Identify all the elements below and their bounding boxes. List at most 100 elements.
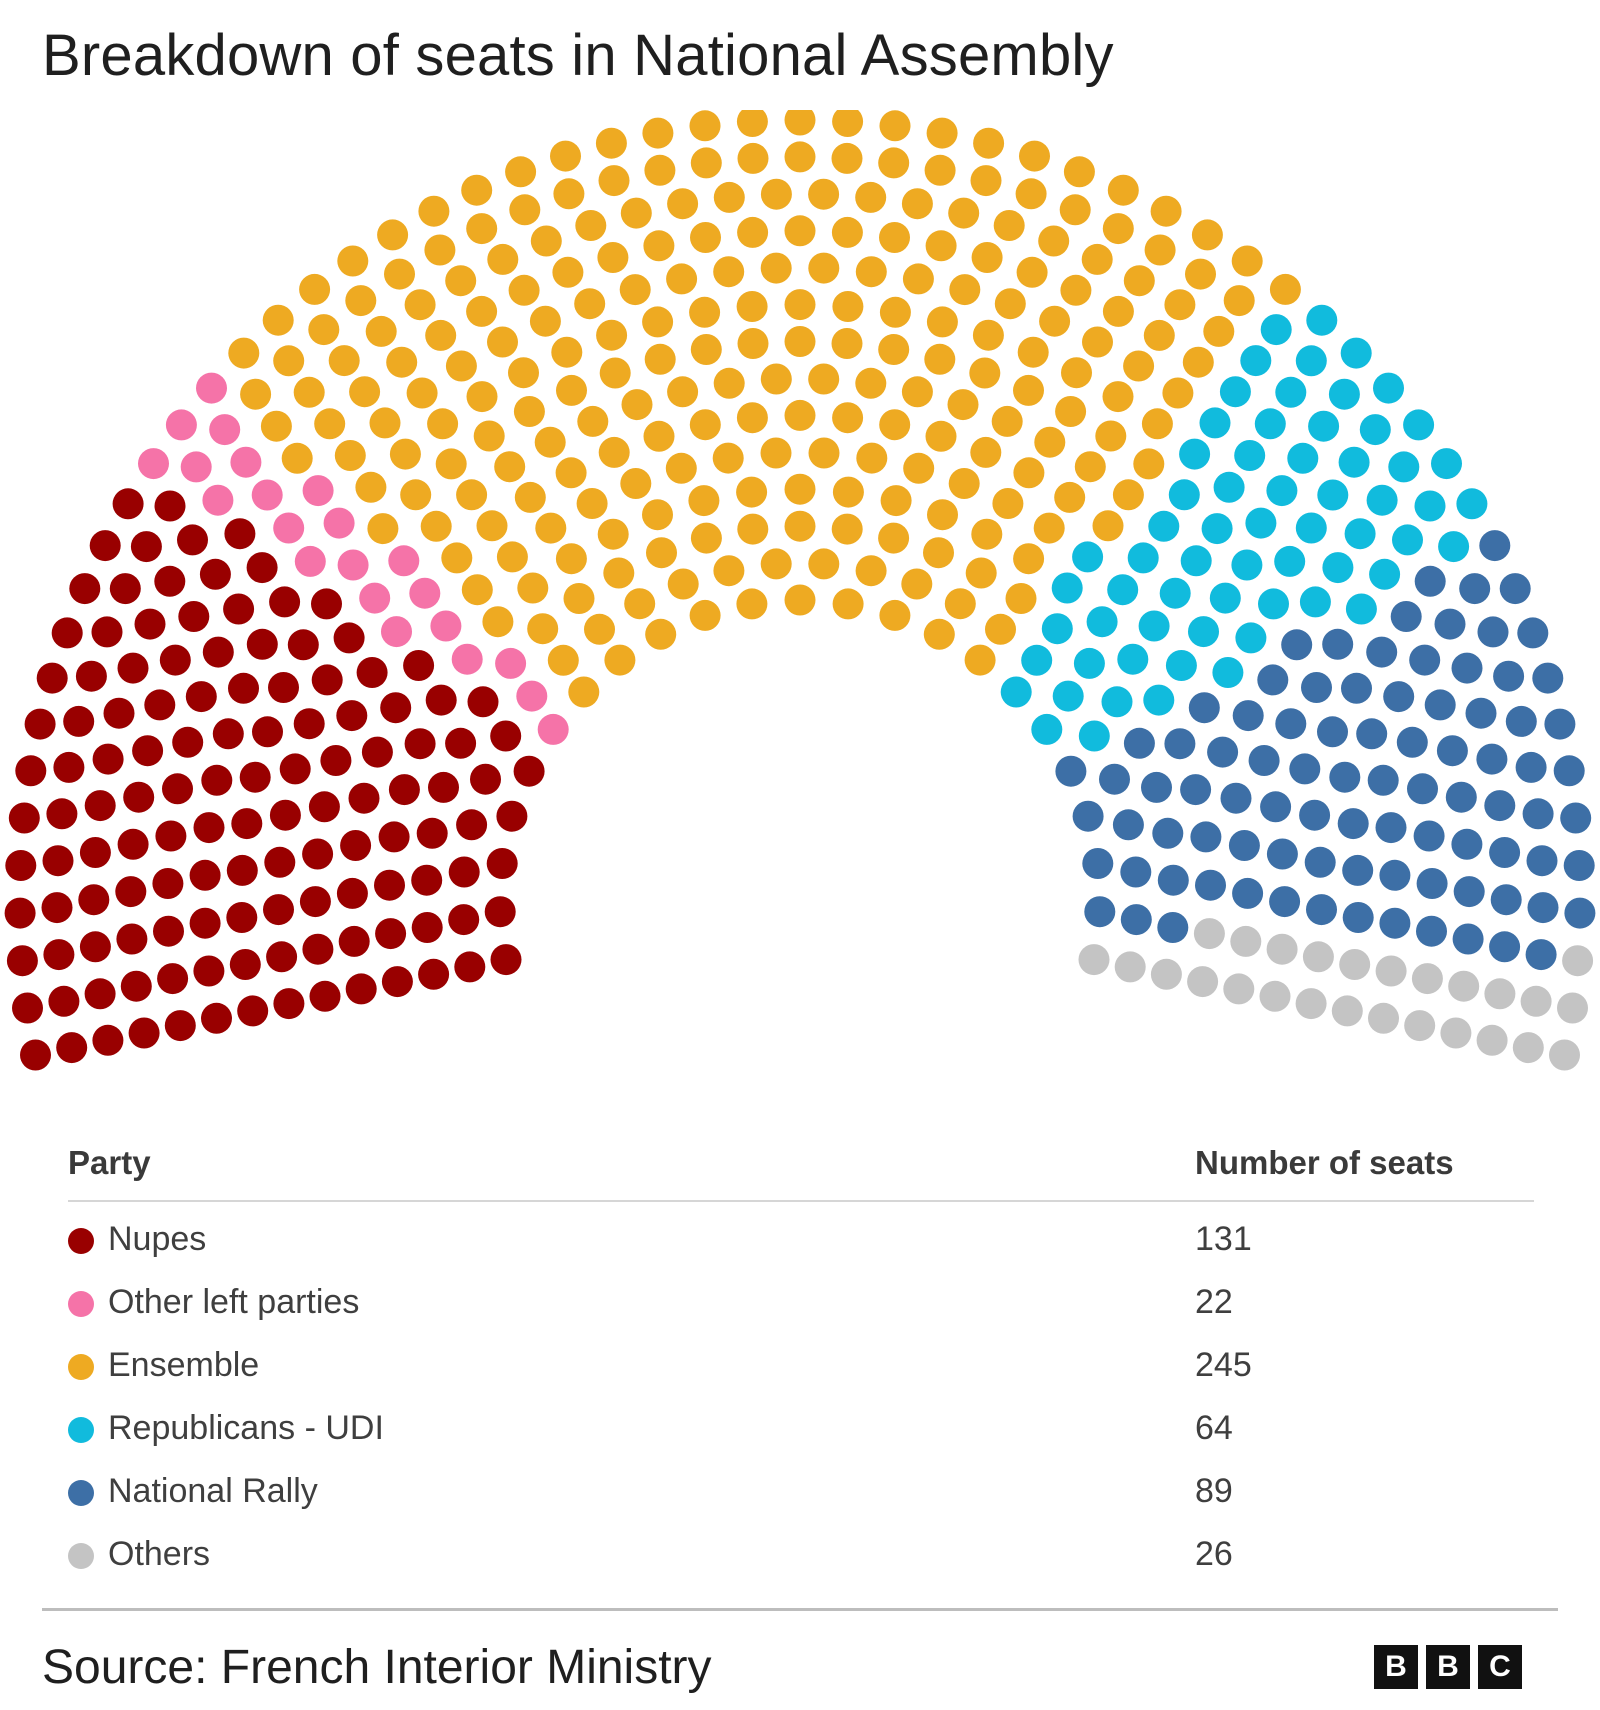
seat-dot (293, 708, 325, 740)
seat-dot (1328, 378, 1360, 410)
seat-dot (552, 256, 584, 288)
seat-dot (690, 147, 722, 179)
seat-dot (159, 644, 191, 676)
seat-dot (63, 705, 95, 737)
seat-dot (1266, 838, 1298, 870)
seat-dot (1522, 798, 1554, 830)
seat-dot (1269, 273, 1301, 305)
seat-dot (36, 662, 68, 694)
seat-dot (985, 613, 1016, 645)
seat-dot (1031, 713, 1063, 745)
seat-dot (1082, 848, 1114, 879)
seat-dot (1081, 243, 1113, 275)
seat-dot (713, 181, 745, 213)
seat-dot (1322, 552, 1354, 584)
seat-dot (1434, 608, 1466, 640)
seat-dot (53, 751, 85, 783)
seat-dot (287, 629, 319, 661)
seat-dot (1375, 812, 1407, 844)
seat-dot (1120, 856, 1152, 888)
seat-dot (690, 334, 722, 365)
seat-dot (1414, 490, 1446, 522)
seat-dot (201, 1002, 232, 1034)
seat-dot (1484, 978, 1516, 1010)
column-header-party: Party (68, 1144, 151, 1181)
seat-dot (1138, 610, 1170, 642)
seat-dot (1240, 345, 1272, 377)
seat-dot (189, 907, 221, 939)
seat-dot (1051, 572, 1083, 604)
seat-dot (495, 647, 527, 679)
seat-dot (1527, 892, 1559, 924)
seat-dot (1342, 902, 1374, 933)
seat-dot (128, 1017, 160, 1049)
seat-dot (1092, 510, 1124, 542)
seat-dot (644, 154, 676, 186)
seat-dot (784, 510, 816, 542)
party-name: Nupes (108, 1220, 207, 1258)
seat-dot (246, 628, 278, 660)
seat-dot (667, 568, 699, 600)
seat-dot (1220, 782, 1252, 814)
seat-dot (1195, 869, 1226, 901)
seat-dot (367, 513, 399, 545)
seat-dot (239, 761, 271, 793)
seat-dot (448, 904, 480, 936)
seat-dot (228, 672, 259, 704)
seat-dot (117, 828, 149, 860)
seat-dot (736, 588, 768, 620)
seat-dot (1563, 850, 1595, 881)
seat-dot (69, 573, 101, 605)
seat-dot (642, 117, 674, 149)
seat-dot (556, 374, 587, 406)
party-color-dot (68, 1228, 94, 1254)
seat-dot (1259, 980, 1291, 1012)
seat-dot (1245, 507, 1277, 539)
seat-dot (645, 618, 677, 650)
seat-dot (112, 488, 144, 520)
seat-dot (336, 700, 368, 732)
seat-dot (584, 613, 615, 645)
seat-dot (172, 726, 204, 758)
seat-dot (690, 522, 722, 554)
seat-dot (380, 692, 412, 724)
seat-dot (604, 644, 636, 676)
seat-dot (949, 274, 981, 306)
party-color-dot (68, 1417, 94, 1443)
seat-dot (418, 195, 450, 227)
seat-dot (1231, 245, 1263, 277)
seat-dot (43, 939, 75, 971)
seat-dot (508, 357, 539, 389)
seat-dot (1407, 773, 1438, 805)
seat-dot (1490, 884, 1522, 916)
seat-dot (712, 442, 744, 474)
seat-dot (466, 381, 498, 413)
seat-dot (1141, 771, 1172, 803)
seat-dot (992, 488, 1024, 519)
seat-dot (880, 485, 912, 517)
seat-dot (226, 902, 258, 933)
seat-dot (784, 399, 816, 431)
seat-dot (1188, 616, 1219, 648)
seat-dot (466, 213, 498, 245)
seat-dot (388, 774, 420, 806)
seat-dot (435, 448, 467, 480)
seat-dot (926, 117, 958, 149)
seat-dot (388, 545, 420, 577)
seat-dot (1295, 345, 1327, 377)
seat-dot (1356, 718, 1388, 750)
seat-dot (177, 524, 208, 556)
seat-dot (273, 988, 305, 1020)
seat-dot (736, 476, 768, 508)
seat-dot (1331, 995, 1363, 1027)
seat-dot (550, 140, 581, 172)
seat-dot (56, 1032, 88, 1064)
seat-dot (138, 448, 169, 480)
seat-dot (596, 319, 628, 351)
seat-dot (1317, 479, 1349, 511)
seat-dot (667, 376, 699, 408)
seat-dot (441, 542, 473, 574)
seat-dot (384, 258, 415, 290)
seat-dot (263, 894, 294, 926)
seat-dot (84, 790, 116, 822)
